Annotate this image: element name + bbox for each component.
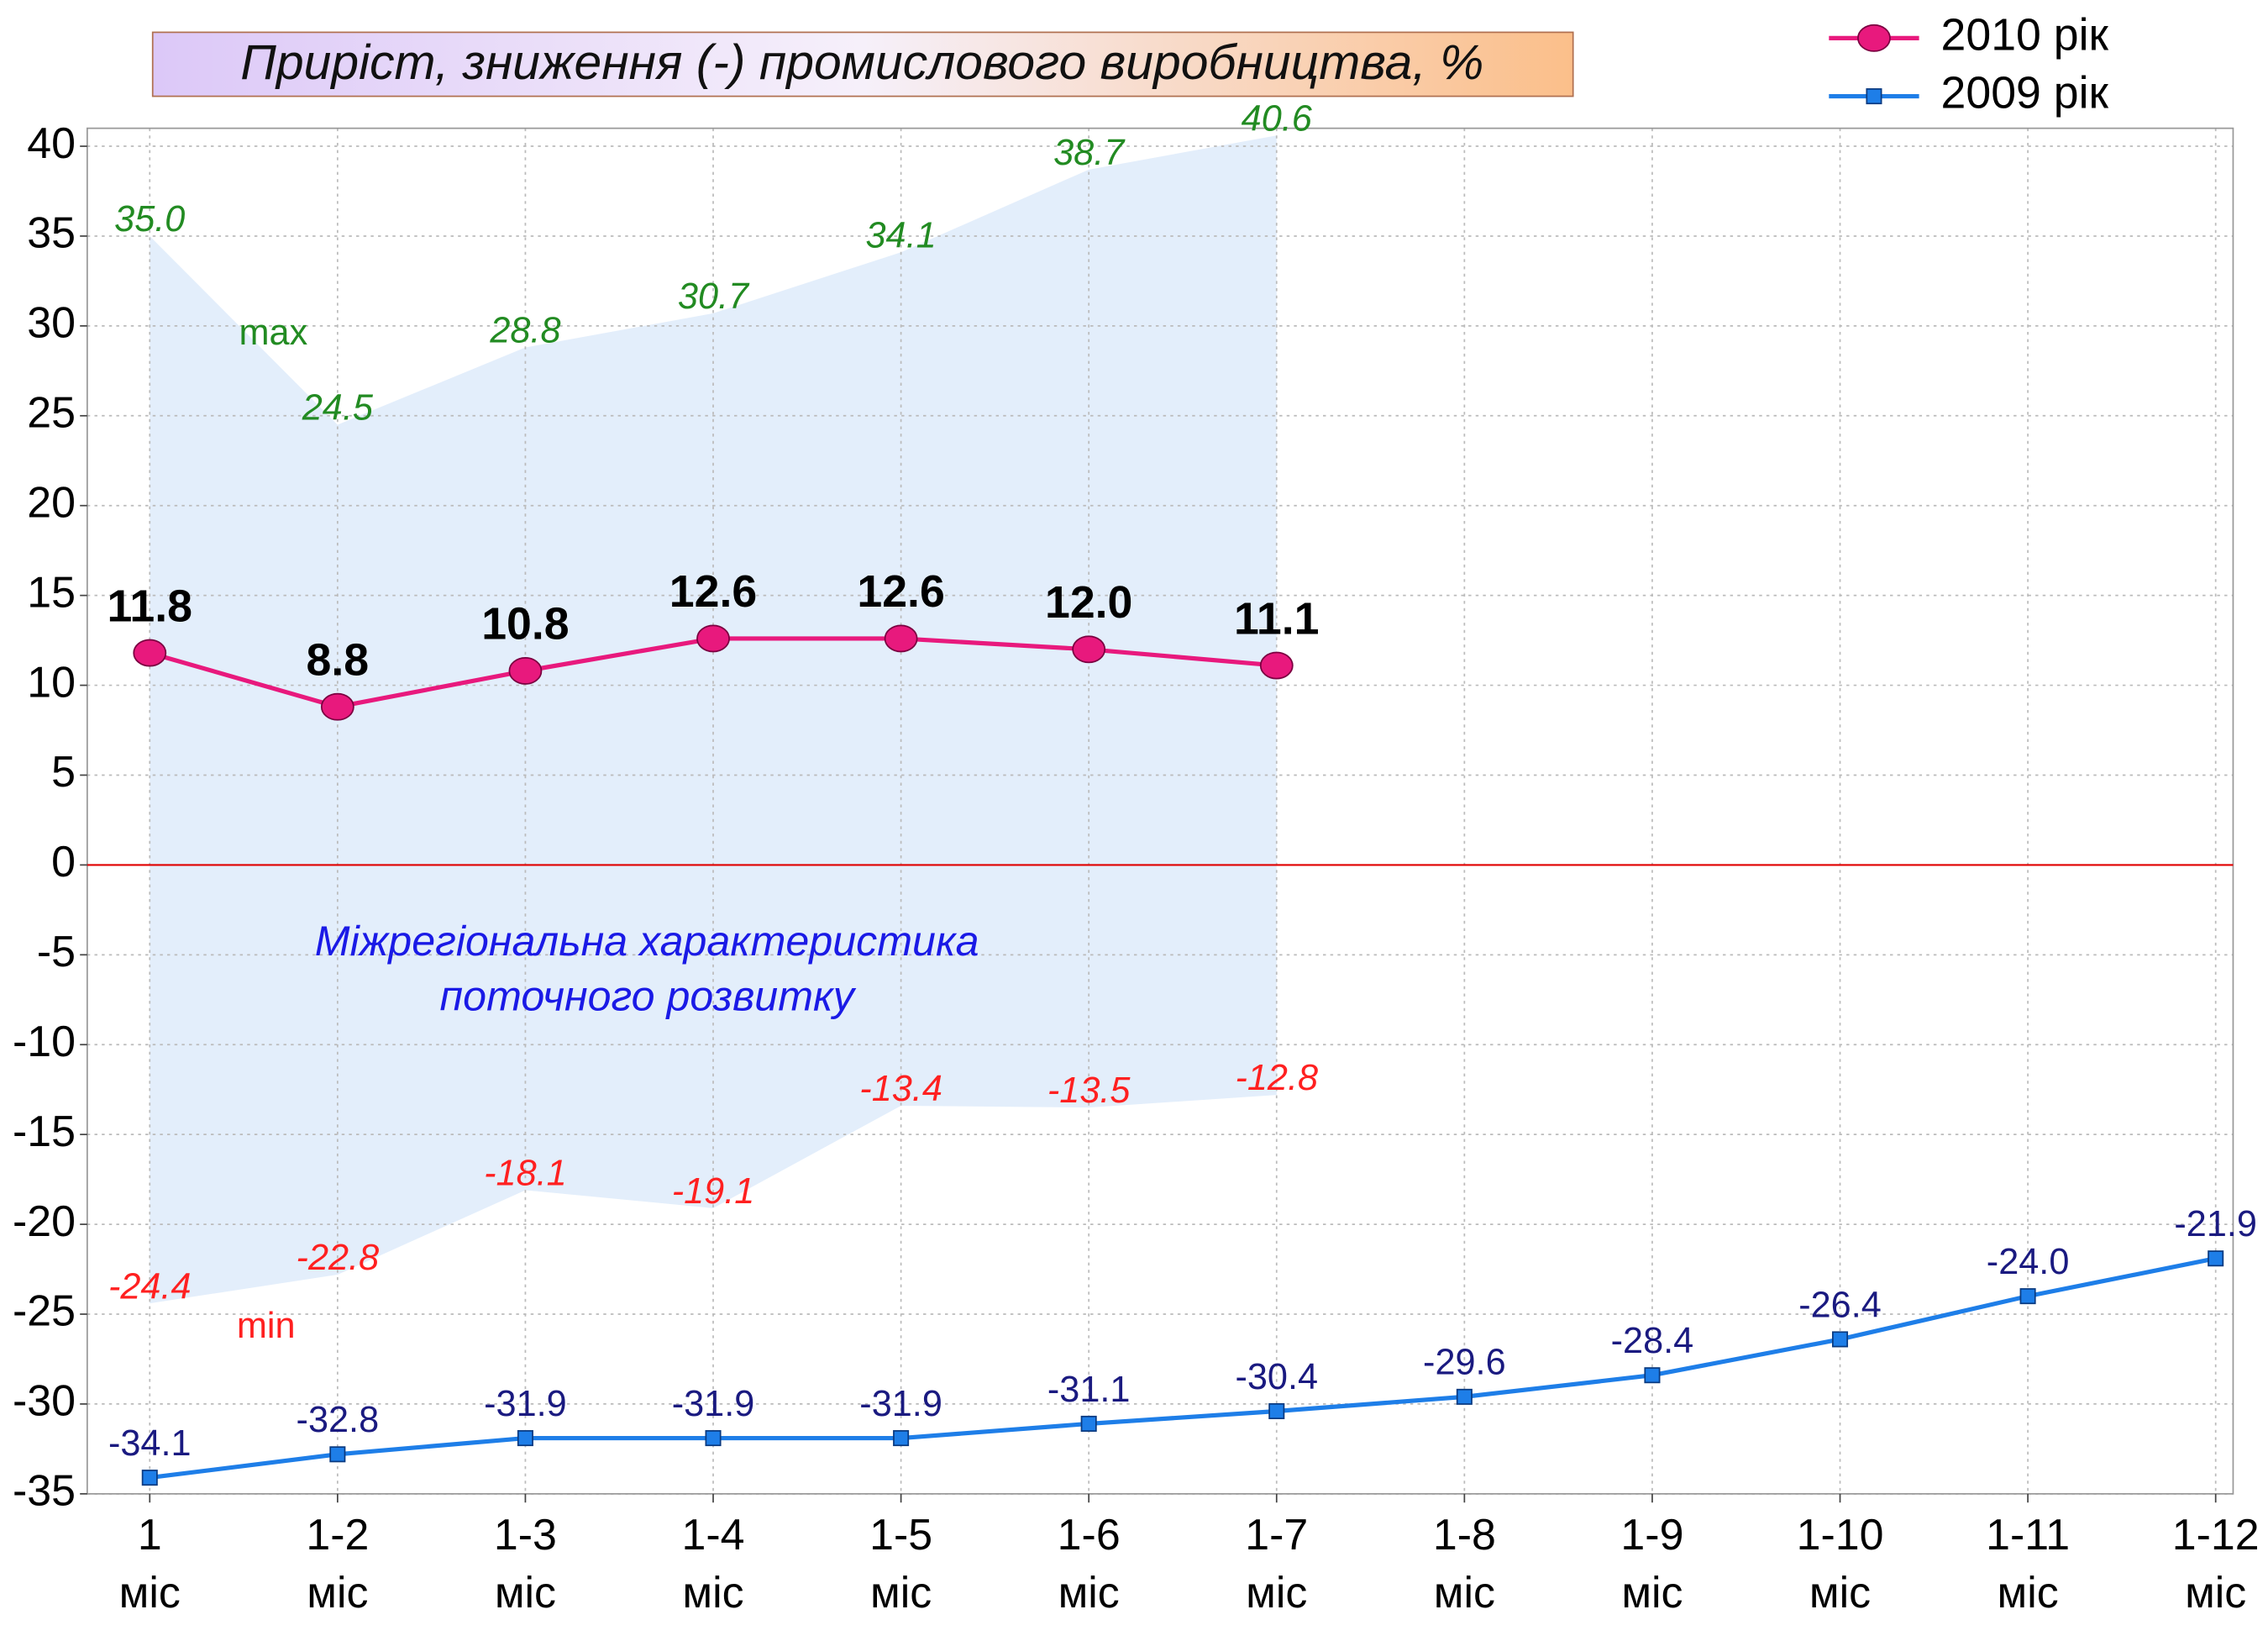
max-label: 24.5	[302, 388, 374, 429]
y-tick-label: 40	[27, 119, 76, 168]
max-label: 28.8	[489, 311, 560, 351]
point	[893, 1430, 910, 1447]
y-tick-label: 25	[27, 389, 76, 438]
value-label: 8.8	[307, 634, 370, 685]
chart-title: Приріст, зниження (-) промислового вироб…	[240, 35, 1483, 90]
point	[1268, 1402, 1285, 1419]
legend-marker	[1857, 24, 1891, 52]
y-tick-label: 35	[27, 209, 76, 258]
y-tick-label: -10	[13, 1018, 76, 1066]
point	[329, 1446, 346, 1463]
point	[133, 639, 167, 667]
value-label: -32.8	[297, 1400, 380, 1440]
point	[508, 657, 543, 685]
x-tick-label: 1-5 міс	[869, 1510, 932, 1617]
point	[1456, 1388, 1473, 1405]
point	[696, 624, 730, 653]
min-label: -22.8	[297, 1238, 380, 1278]
point	[320, 692, 354, 721]
value-label: 12.6	[669, 566, 757, 617]
min-label: -18.1	[484, 1154, 567, 1194]
value-label: -29.6	[1423, 1343, 1506, 1383]
y-tick-label: 30	[27, 299, 76, 348]
value-label: -24.0	[1987, 1242, 2070, 1282]
point	[2208, 1250, 2224, 1267]
x-tick-label: 1-9 міс	[1620, 1510, 1683, 1617]
point	[141, 1470, 158, 1486]
y-tick-label: 20	[27, 478, 76, 527]
x-tick-label: 1-11 міс	[1986, 1510, 2070, 1617]
x-tick-label: 1-10 міс	[1797, 1510, 1884, 1617]
min-label: -24.4	[108, 1266, 192, 1307]
legend-label: 2009 рік	[1941, 68, 2109, 118]
y-tick-label: -25	[13, 1287, 76, 1336]
point	[1072, 635, 1106, 664]
x-tick-label: 1-12 міс	[2172, 1510, 2260, 1617]
point	[1080, 1415, 1097, 1432]
max-label: 30.7	[678, 276, 750, 317]
x-tick-label: 1-4 міс	[682, 1510, 745, 1617]
range-annotation: поточного розвитку	[440, 973, 857, 1020]
x-tick-label: 1-2 міс	[306, 1510, 369, 1617]
y-tick-label: 15	[27, 568, 76, 617]
max-name: max	[239, 313, 308, 353]
max-label: 34.1	[866, 215, 937, 255]
legend-marker	[1866, 88, 1882, 105]
y-tick-label: -20	[13, 1197, 76, 1246]
legend-label: 2010 рік	[1941, 10, 2109, 60]
value-label: -31.1	[1047, 1370, 1131, 1410]
value-label: 12.6	[857, 566, 944, 617]
value-label: -21.9	[2174, 1204, 2257, 1244]
point	[884, 624, 918, 653]
y-tick-label: 0	[51, 838, 76, 886]
x-tick-label: 1-8 міс	[1433, 1510, 1496, 1617]
value-label: 11.8	[108, 581, 192, 631]
min-label: -13.5	[1047, 1070, 1131, 1111]
value-label: -34.1	[108, 1423, 192, 1464]
min-name: min	[237, 1306, 296, 1346]
value-label: 11.1	[1234, 593, 1319, 644]
min-label: -12.8	[1235, 1058, 1318, 1098]
min-label: -19.1	[672, 1171, 755, 1212]
plot-frame	[86, 127, 2234, 1495]
value-label: -31.9	[672, 1384, 755, 1424]
x-tick-label: 1-3 міс	[494, 1510, 557, 1617]
y-tick-label: 5	[51, 748, 76, 797]
point	[517, 1430, 533, 1447]
value-label: -28.4	[1611, 1321, 1694, 1361]
value-label: 12.0	[1045, 577, 1132, 628]
series-line	[149, 1256, 2217, 1481]
max-label: 40.6	[1242, 98, 1313, 139]
point	[1259, 651, 1294, 680]
point	[705, 1430, 722, 1447]
x-tick-label: 1-6 міс	[1058, 1510, 1121, 1617]
y-tick-label: 10	[27, 658, 76, 707]
x-tick-label: 1-7 міс	[1245, 1510, 1308, 1617]
y-tick-label: -35	[13, 1467, 76, 1516]
y-tick-label: -15	[13, 1107, 76, 1156]
x-tick-label: 1 міс	[119, 1510, 181, 1617]
value-label: -31.9	[859, 1384, 942, 1424]
range-annotation: Міжрегіональна характеристика	[315, 918, 979, 965]
point	[1832, 1331, 1849, 1348]
value-label: -26.4	[1798, 1285, 1882, 1325]
value-label: 10.8	[481, 599, 569, 650]
min-label: -13.4	[859, 1069, 942, 1109]
max-label: 35.0	[114, 199, 185, 239]
point	[2019, 1288, 2036, 1305]
point	[1644, 1367, 1661, 1384]
y-tick-label: -5	[37, 928, 76, 976]
value-label: -31.9	[484, 1384, 567, 1424]
title-box	[151, 31, 1574, 97]
value-label: -30.4	[1235, 1357, 1318, 1397]
y-tick-label: -30	[13, 1377, 76, 1426]
max-label: 38.7	[1053, 133, 1126, 173]
